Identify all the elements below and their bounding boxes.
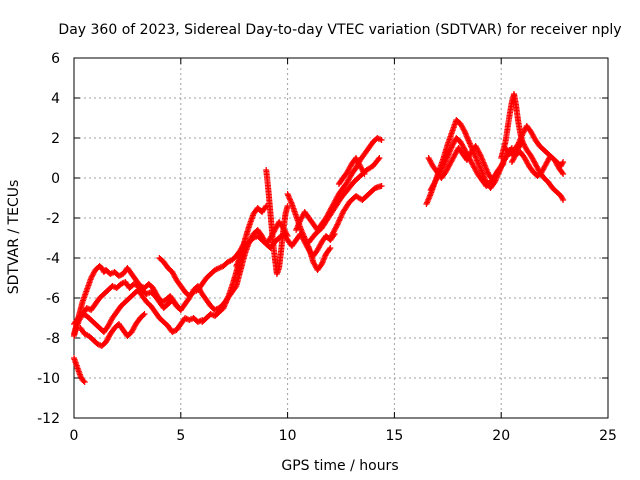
series-t14 [306, 155, 383, 245]
data-point [83, 305, 90, 311]
series-t19 [427, 135, 507, 193]
y-tick-label: -12 [37, 411, 60, 427]
x-tick-label: 20 [492, 428, 510, 444]
data-point [461, 127, 468, 134]
y-tick-label: -8 [46, 331, 60, 347]
series-t3 [103, 265, 182, 311]
data-point [532, 161, 539, 167]
series-t16 [335, 155, 368, 187]
data-point [378, 137, 385, 143]
y-tick-label: -4 [46, 251, 60, 267]
x-axis-label: GPS time / hours [281, 458, 398, 474]
series-t13 [293, 135, 385, 233]
data-point [559, 160, 566, 167]
data-point [560, 197, 567, 203]
y-tick-label: 6 [51, 51, 60, 67]
series-t20 [498, 91, 567, 203]
y-tick-label: -10 [37, 371, 60, 387]
y-axis-label: SDTVAR / TECUs [6, 180, 22, 295]
series-t9 [199, 203, 270, 325]
x-tick-label: 15 [385, 428, 403, 444]
series-t12 [284, 191, 334, 273]
series-t15 [327, 183, 385, 241]
ticks: 0 5 10 15 20 25 -12 -10 -8 -6 -4 -2 0 2 4 6 [37, 51, 617, 444]
data-point [499, 162, 506, 169]
x-tick-label: 25 [599, 428, 617, 444]
grid [74, 58, 608, 418]
data-point [326, 246, 333, 253]
data-point [80, 378, 87, 384]
series-t6 [77, 311, 148, 349]
x-tick-label: 10 [279, 428, 297, 444]
data-marks [71, 91, 567, 385]
data-point [559, 169, 566, 176]
series-t1 [71, 355, 88, 385]
data-point [559, 195, 566, 202]
series-t5 [71, 287, 206, 335]
data-point [508, 159, 515, 165]
y-tick-label: 0 [51, 171, 60, 187]
data-point [513, 151, 520, 157]
data-point [540, 165, 547, 171]
data-point [560, 171, 567, 177]
data-point [439, 164, 446, 171]
y-tick-label: 2 [51, 131, 60, 147]
data-point [107, 319, 114, 325]
series-t22 [508, 149, 567, 179]
data-point [360, 169, 367, 176]
data-point [500, 161, 507, 167]
chart-title: Day 360 of 2023, Sidereal Day-to-day VTE… [58, 22, 621, 38]
y-tick-label: -2 [46, 211, 60, 227]
data-point [378, 183, 385, 189]
series-t7 [156, 239, 248, 299]
data-point [376, 155, 383, 161]
data-point [107, 271, 114, 277]
x-tick-label: 5 [176, 428, 185, 444]
data-point [262, 204, 269, 211]
y-tick-label: -6 [46, 291, 60, 307]
data-point [521, 143, 528, 149]
data-point [545, 157, 552, 163]
plot-frame [73, 57, 609, 419]
data-point [98, 265, 105, 271]
data-point [375, 156, 382, 163]
data-point [560, 159, 567, 165]
x-tick-label: 0 [70, 428, 79, 444]
data-point [327, 245, 334, 251]
data-point [141, 311, 148, 317]
data-point [361, 171, 368, 177]
data-point [521, 155, 528, 161]
plot-border [73, 57, 609, 419]
y-tick-label: 4 [51, 91, 60, 107]
data-point [81, 379, 88, 385]
data-point [140, 312, 147, 318]
